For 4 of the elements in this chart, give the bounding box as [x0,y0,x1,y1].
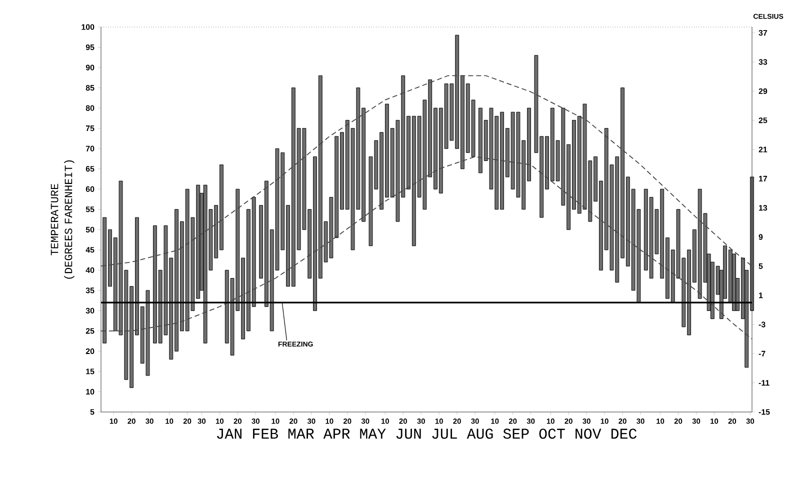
y-axis-title: TEMPERATURE (DEGREES FARENHEIT) [50,160,74,279]
x-axis-title: JAN FEB MAR APR MAY JUN JUL AUG SEP OCT NOV DEC [217,428,637,439]
line-series [100,156,752,340]
line-series [100,75,752,267]
